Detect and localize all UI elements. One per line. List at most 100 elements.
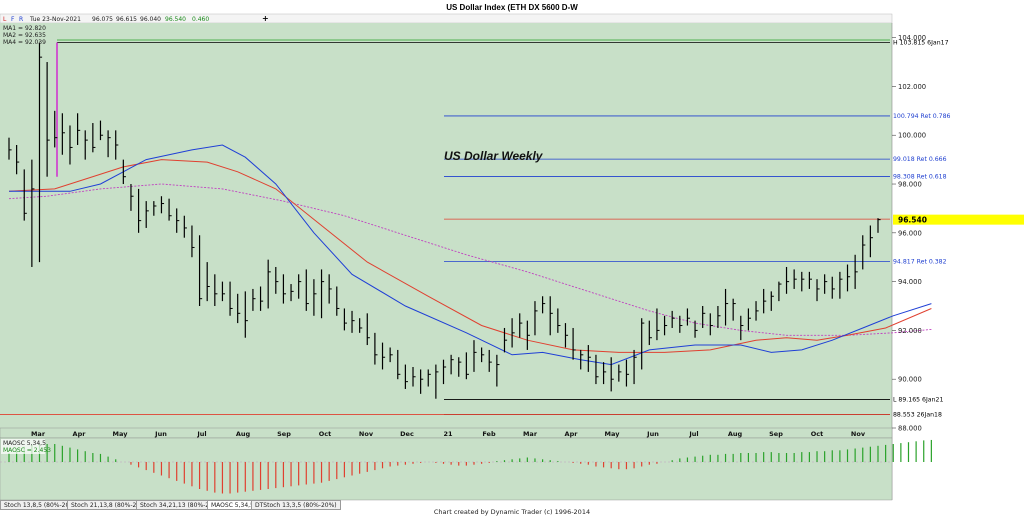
- price-bar: [305, 269, 309, 311]
- price-bar: [343, 308, 348, 331]
- price-bar: [618, 364, 622, 382]
- price-bar: [191, 225, 195, 258]
- level-label-1: 100.794 Ret 0.786: [893, 113, 951, 120]
- price-bar: [107, 130, 111, 158]
- level-label-6: L 89.165 6Jan21: [893, 396, 943, 403]
- price-bar: [16, 144, 20, 175]
- chart-title: US Dollar Index (ETH DX 5600 D-W: [446, 3, 578, 12]
- price-bar: [801, 271, 805, 292]
- price-bar: [176, 208, 180, 233]
- toolbar-icon-0[interactable]: L: [3, 16, 7, 23]
- date-label: Nov: [851, 430, 866, 438]
- price-bar: [732, 298, 736, 321]
- toolbar-date: Tue 23-Nov-2021: [29, 16, 81, 23]
- plus-icon[interactable]: +: [262, 14, 269, 23]
- indicator-name: MAOSC 5,34,5: [3, 440, 46, 447]
- price-bar: [328, 274, 332, 304]
- price-bar: [153, 201, 157, 216]
- price-bar: [206, 262, 210, 302]
- level-label-3: 98.308 Ret 0.618: [893, 173, 947, 180]
- price-bar: [54, 110, 58, 148]
- price-bar: [275, 266, 279, 294]
- price-bar: [724, 288, 729, 326]
- current-price-highlight: [893, 214, 1024, 225]
- date-label: Dec: [400, 430, 414, 438]
- title-bar: [0, 0, 1024, 14]
- date-label: Mar: [31, 430, 46, 438]
- toolbar-icon-2[interactable]: R: [19, 16, 23, 23]
- date-label: Jul: [688, 430, 698, 438]
- price-bar: [46, 62, 50, 177]
- price-bar: [442, 359, 447, 385]
- date-label: Feb: [482, 430, 496, 438]
- ma4-line: [8, 183, 932, 336]
- price-tick-label: 100.000: [898, 132, 926, 140]
- level-label-5: 94.817 Ret 0.382: [893, 259, 947, 266]
- price-bar: [602, 362, 607, 385]
- price-bar: [282, 274, 287, 304]
- price-bar: [824, 274, 828, 294]
- tab-dtstoch[interactable]: DTStoch 13,3,5 (80%-20%): [251, 500, 341, 510]
- date-label: Sep: [769, 430, 783, 438]
- price-bar: [359, 318, 363, 333]
- toolbar-close: 96.540: [165, 16, 186, 23]
- price-bar: [320, 269, 325, 319]
- toolbar-change: 0.460: [192, 16, 209, 23]
- price-bar: [747, 308, 752, 331]
- toolbar-icon-1[interactable]: F: [11, 16, 15, 23]
- price-bar: [38, 42, 43, 263]
- toolbar-open: 96.075: [92, 16, 113, 23]
- price-bar: [31, 159, 35, 267]
- ma2-line: [8, 159, 932, 353]
- level-label-0: H 103.815 6Jan17: [893, 40, 949, 47]
- price-plot-area[interactable]: [0, 23, 892, 428]
- date-label: 21: [443, 430, 453, 438]
- price-bar: [595, 354, 599, 385]
- price-tick-label: 102.000: [898, 83, 926, 91]
- price-bar: [252, 288, 256, 311]
- indicator-value: MAOSC = 2.453: [3, 447, 51, 454]
- price-bar: [290, 284, 294, 302]
- price-bar: [488, 349, 492, 372]
- price-bar: [183, 215, 187, 238]
- price-bar: [374, 332, 378, 365]
- date-label: Aug: [728, 430, 743, 438]
- price-bar: [648, 320, 652, 346]
- price-bar: [381, 342, 386, 370]
- price-bar: [641, 318, 645, 370]
- price-bar: [351, 310, 355, 333]
- price-bar: [458, 357, 462, 377]
- price-bar: [709, 313, 713, 336]
- price-bar: [412, 367, 416, 387]
- price-bar: [160, 196, 165, 214]
- price-bar: [633, 349, 637, 385]
- date-label: Aug: [236, 430, 251, 438]
- price-bar: [130, 184, 134, 211]
- price-bar: [366, 313, 370, 346]
- price-tick-label: 88.000: [898, 425, 922, 433]
- indicator-label-box: [1, 439, 45, 454]
- indicator-panel[interactable]: [0, 437, 893, 501]
- price-bar: [214, 274, 218, 307]
- price-bar: [854, 254, 858, 289]
- price-bar: [671, 310, 675, 328]
- price-tick-label: 92.000: [898, 327, 922, 335]
- date-label: Jul: [196, 430, 206, 438]
- price-bar: [656, 308, 660, 341]
- price-tick-label: 104.000: [898, 34, 926, 42]
- price-bar: [397, 349, 401, 380]
- price-bar: [137, 188, 142, 233]
- date-label: Oct: [811, 430, 824, 438]
- price-bar: [69, 125, 73, 165]
- price-bar: [785, 266, 790, 294]
- date-label: Oct: [319, 430, 332, 438]
- price-bar: [389, 347, 393, 363]
- price-bar: [8, 137, 12, 160]
- date-label: Apr: [565, 430, 579, 438]
- price-bar: [793, 269, 797, 289]
- legend-ma2: MA2 = 92.635: [3, 32, 46, 39]
- price-bar: [755, 301, 759, 321]
- price-bar: [511, 318, 515, 348]
- price-tick-label: 94.000: [898, 278, 922, 286]
